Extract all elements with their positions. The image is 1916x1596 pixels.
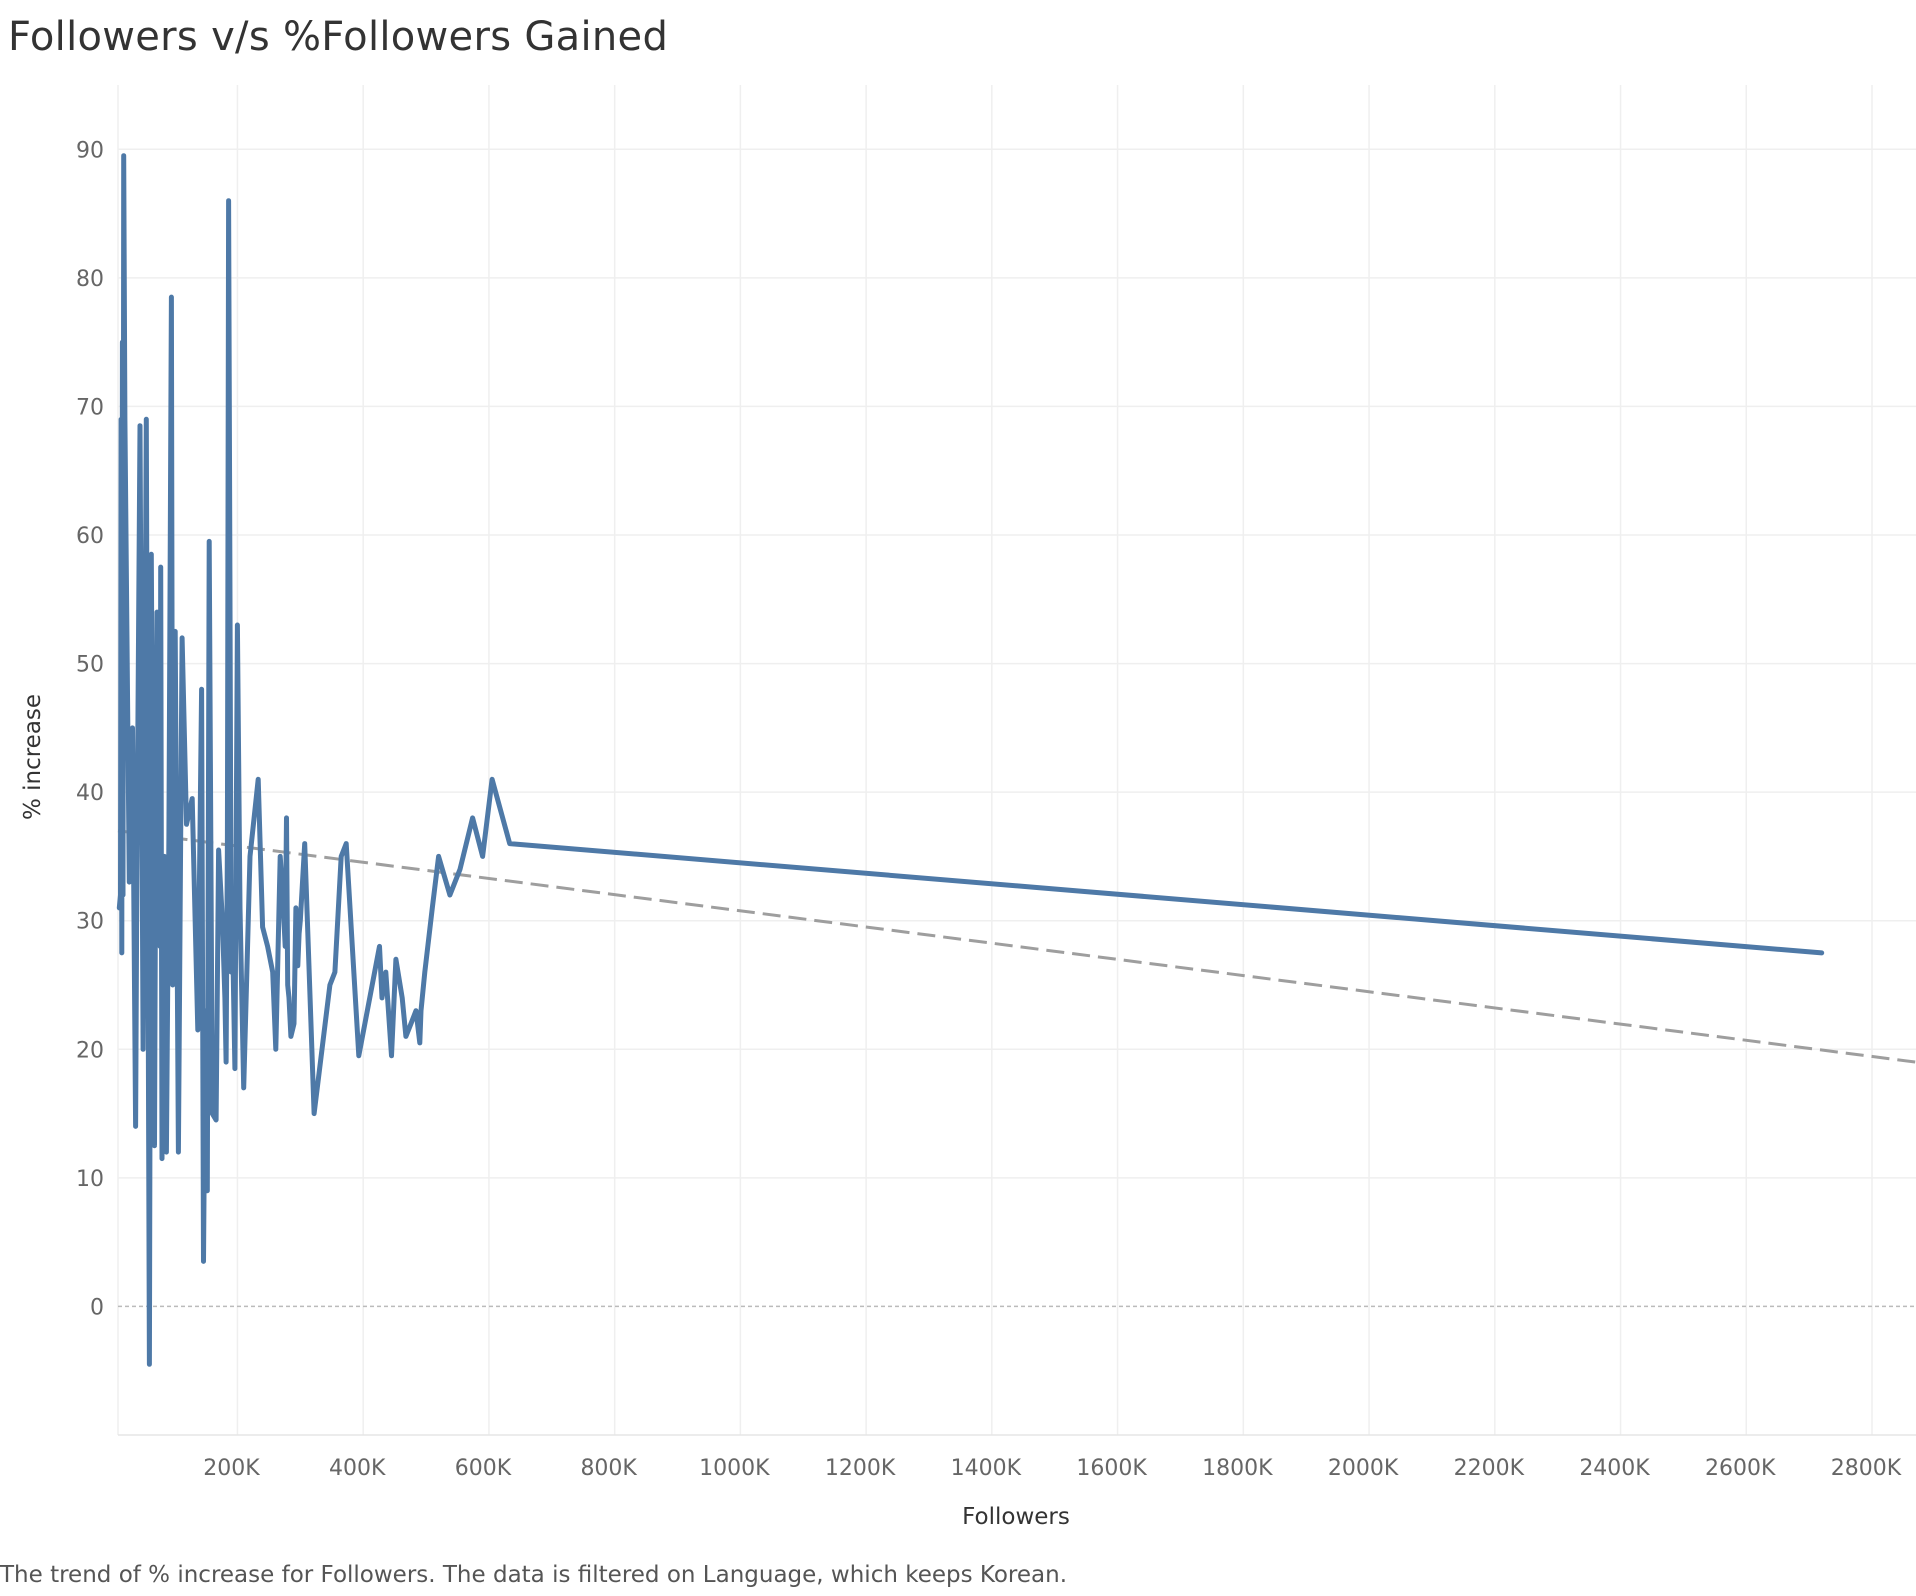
y-tick-label: 70 — [76, 395, 104, 420]
x-tick-label: 2800K — [1831, 1456, 1902, 1481]
y-axis-title: % increase — [20, 694, 46, 820]
y-tick-label: 40 — [76, 781, 104, 806]
tick-labels: 200K 400K 600K 800K 1000K 1200K 1400K 1600K 1800… — [76, 138, 1902, 1481]
series-line[interactable] — [116, 153, 1825, 1367]
x-tick-label: 2600K — [1705, 1456, 1776, 1481]
x-tick-label: 2000K — [1328, 1456, 1399, 1481]
x-axis-title: Followers — [962, 1504, 1070, 1530]
y-tick-label: 10 — [76, 1167, 104, 1192]
x-tick-label: 2200K — [1454, 1456, 1525, 1481]
x-tick-label: 1600K — [1076, 1456, 1147, 1481]
x-tick-label: 1800K — [1202, 1456, 1273, 1481]
y-tick-label: 30 — [76, 910, 104, 935]
chart-caption: The trend of % increase for Followers. T… — [0, 1562, 1068, 1588]
x-tick-label: 600K — [455, 1456, 512, 1481]
chart-title: Followers v/s %Followers Gained — [8, 14, 669, 60]
y-tick-label: 90 — [76, 138, 104, 163]
x-tick-label: 400K — [329, 1456, 386, 1481]
line-chart: 200K 400K 600K 800K 1000K 1200K 1400K 1600K 1800… — [20, 85, 1916, 1530]
x-tick-label: 1400K — [951, 1456, 1022, 1481]
y-tick-label: 80 — [76, 267, 104, 292]
y-tick-label: 60 — [76, 524, 104, 549]
y-tick-label: 0 — [90, 1295, 104, 1320]
y-tick-label: 20 — [76, 1038, 104, 1063]
x-tick-label: 800K — [580, 1456, 637, 1481]
x-tick-label: 1200K — [825, 1456, 896, 1481]
x-tick-label: 1000K — [699, 1456, 770, 1481]
y-tick-label: 50 — [76, 653, 104, 678]
x-tick-label: 2400K — [1579, 1456, 1650, 1481]
x-tick-label: 200K — [203, 1456, 260, 1481]
trend-line — [117, 829, 1916, 1064]
grid-lines — [117, 85, 1916, 1435]
